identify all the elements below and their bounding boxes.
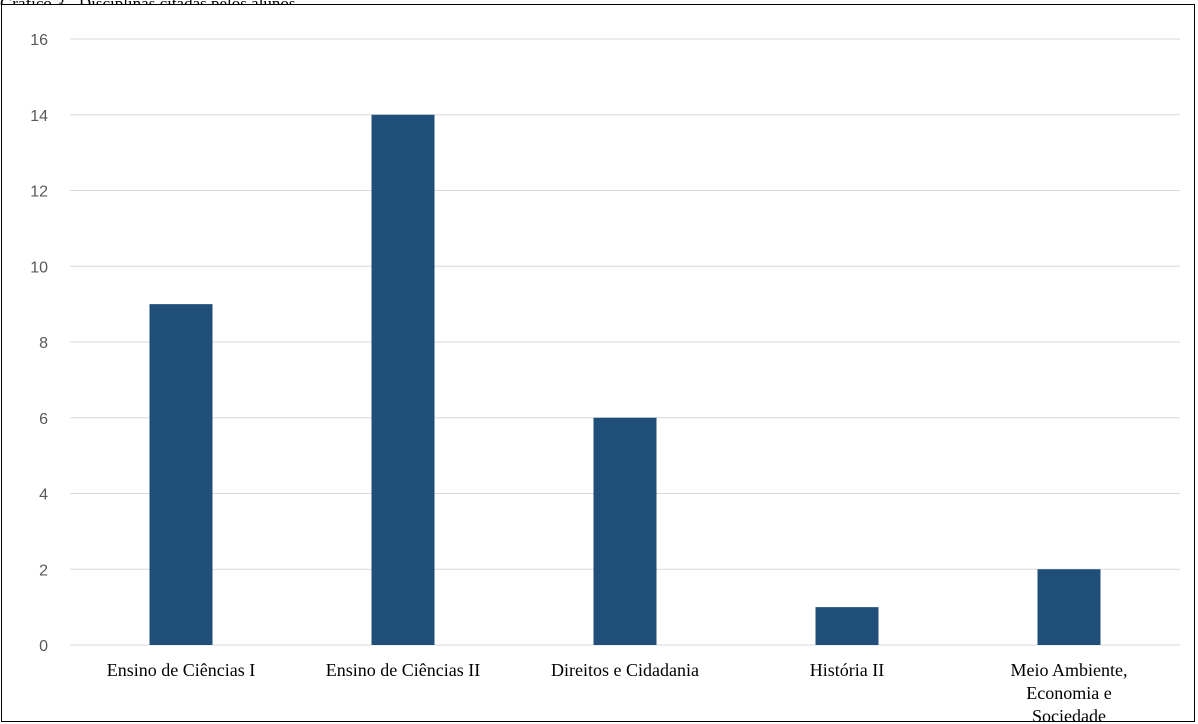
x-tick-label: Ensino de Ciências I <box>107 660 255 680</box>
y-tick-label: 0 <box>39 638 48 655</box>
x-tick-label: História II <box>810 660 884 680</box>
bars <box>149 114 1101 645</box>
bar-3 <box>593 417 657 645</box>
x-tick-label: Ensino de Ciências II <box>326 660 480 680</box>
x-tick-label: Meio Ambiente, Economia e Sociedade <box>1011 660 1128 724</box>
bar-2 <box>371 114 435 645</box>
y-tick-label: 10 <box>30 259 48 276</box>
x-axis-ticks: Ensino de Ciências I Ensino de Ciências I… <box>107 660 1128 724</box>
bar-4 <box>815 607 879 645</box>
y-axis-ticks: 0 2 4 6 8 10 12 14 16 <box>30 32 48 655</box>
y-tick-label: 16 <box>30 32 48 49</box>
bar-5 <box>1037 569 1101 645</box>
y-tick-label: 4 <box>39 487 48 504</box>
y-tick-label: 12 <box>30 184 48 201</box>
bar-1 <box>149 304 213 645</box>
y-tick-label: 6 <box>39 411 48 428</box>
y-tick-label: 14 <box>30 108 48 125</box>
y-tick-label: 2 <box>39 562 48 579</box>
x-tick-label: Direitos e Cidadania <box>551 660 699 680</box>
y-tick-label: 8 <box>39 335 48 352</box>
